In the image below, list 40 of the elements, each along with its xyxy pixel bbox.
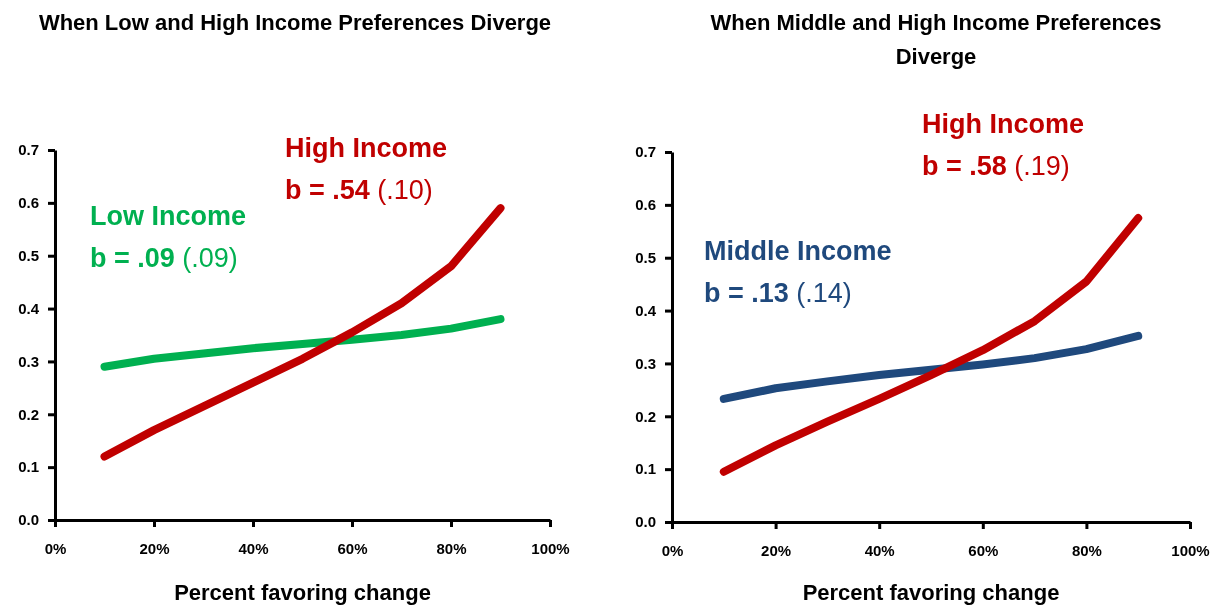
- x-tick-label: 0%: [44, 540, 67, 557]
- chart-title: When Low and High Income Preferences Diverge: [38, 10, 552, 35]
- annotation: b = .13 (.14): [704, 278, 852, 308]
- text: Middle Income: [704, 236, 892, 266]
- text: Low Income: [90, 201, 247, 231]
- x-tick-label: 80%: [1071, 542, 1102, 559]
- text: High Income: [922, 109, 1085, 139]
- y-tick-label: 0.6: [18, 194, 39, 212]
- x-axis-title: Percent favoring change: [174, 580, 431, 605]
- y-tick-label: 0.6: [635, 196, 656, 214]
- x-tick-label: 20%: [139, 540, 170, 557]
- x-axis-title: Percent favoring change: [802, 580, 1060, 605]
- y-tick-label: 0.3: [18, 352, 39, 370]
- x-tick-label: 60%: [337, 540, 368, 557]
- x-tick-label: 100%: [1171, 542, 1210, 559]
- x-tick-label: 40%: [238, 540, 269, 557]
- annotation: b = .09 (.09): [90, 243, 238, 273]
- x-tick-label: 100%: [531, 540, 570, 557]
- y-tick-label: 0.4: [635, 301, 657, 319]
- y-tick-label: 0.2: [18, 405, 39, 423]
- x-tick-label: 60%: [968, 542, 999, 559]
- chart-title: When Middle and High Income Preferences Diverge: [710, 10, 1162, 69]
- y-tick-label: 0.2: [635, 407, 656, 425]
- annotation: b = .54 (.10): [285, 175, 433, 205]
- y-tick-label: 0.5: [18, 247, 39, 265]
- y-tick-label: 0.3: [635, 354, 656, 372]
- x-tick-label: 0%: [661, 542, 684, 559]
- y-tick-label: 0.7: [18, 141, 39, 159]
- x-tick-label: 80%: [436, 540, 467, 557]
- y-tick-label: 0.0: [635, 513, 656, 531]
- text: High Income: [285, 133, 448, 163]
- y-tick-label: 0.4: [18, 299, 40, 317]
- x-tick-label: 40%: [864, 542, 895, 559]
- y-tick-label: 0.1: [635, 460, 656, 478]
- y-tick-label: 0.0: [18, 511, 39, 529]
- y-tick-label: 0.1: [18, 458, 39, 476]
- annotation: b = .58 (.19): [922, 151, 1070, 181]
- y-tick-label: 0.7: [635, 143, 656, 161]
- x-tick-label: 20%: [761, 542, 792, 559]
- y-tick-label: 0.5: [635, 249, 656, 267]
